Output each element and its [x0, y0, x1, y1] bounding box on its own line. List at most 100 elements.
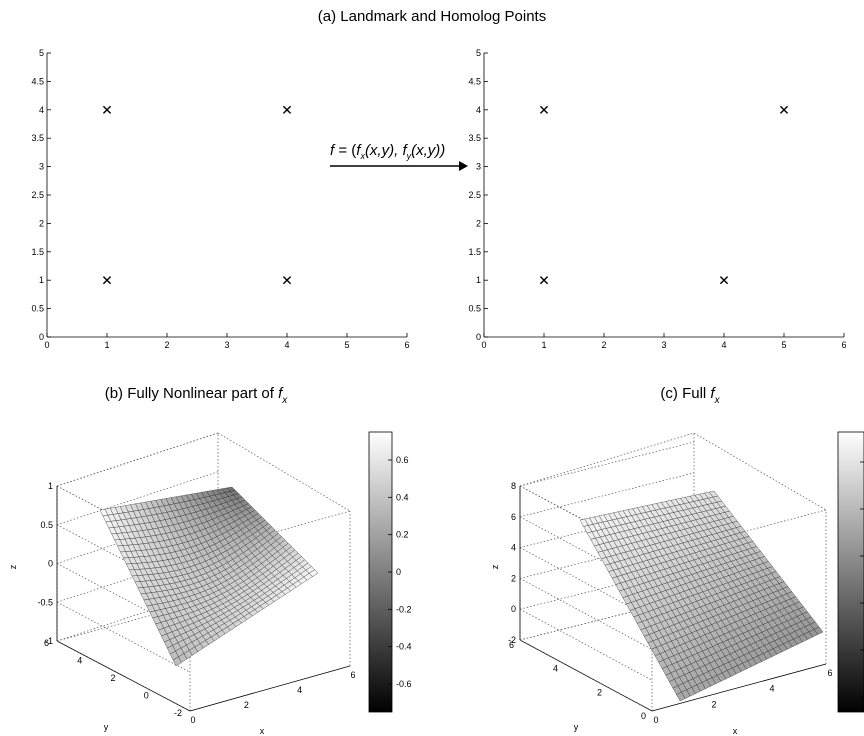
panel-c-ztick-label: 6: [511, 512, 516, 522]
panel-b-zlabel: z: [8, 564, 18, 569]
panel-a-left-xtick-label: 5: [344, 340, 349, 350]
title-a: (a) Landmark and Homolog Points: [318, 8, 546, 25]
title-c-sub: x: [714, 395, 721, 406]
panel-b-ztick-label: 1: [48, 481, 53, 491]
panel-a-left-ytick-label: 3.5: [31, 133, 44, 143]
panel-a-right-xtick-label: 0: [481, 340, 486, 350]
panel-b-x-axis: [189, 665, 351, 712]
mapping-eq: = (: [334, 142, 356, 159]
panel-a-right-point: [539, 105, 549, 114]
panel-a-left-xtick-label: 4: [284, 340, 289, 350]
panel-c-ylabel: y: [574, 722, 579, 732]
panel-a-left-ytick-label: 1: [39, 275, 44, 285]
mapping-f1: f: [356, 142, 362, 159]
panel-a-right-ytick-label: 4.5: [468, 76, 481, 86]
mapping-arrowhead: [459, 161, 468, 171]
panel-a-right-xtick-label: 5: [781, 340, 786, 350]
panel-a-right-point: [539, 276, 549, 285]
panel-a-right-ytick-label: 2.5: [468, 190, 481, 200]
panel-a-left-xtick-label: 6: [404, 340, 409, 350]
mapping-f: f: [330, 142, 336, 159]
panel-a-left-ytick-label: 0.5: [31, 304, 44, 314]
panel-b-colorbar-tick: 0.6: [396, 455, 409, 465]
panel-a-right-point: [779, 105, 789, 114]
panel-a-right-ytick-label: 2: [476, 218, 481, 228]
panel-b-ytick-label: -2: [174, 708, 182, 718]
panel-c-ytick-label: 2: [597, 687, 602, 697]
panel-b-xlabel: x: [260, 726, 265, 736]
title-b: (b) Fully Nonlinear part of fx: [105, 385, 289, 406]
panel-a-right-ytick-label: 0: [476, 332, 481, 342]
panel-c-ztick-label: 4: [511, 543, 516, 553]
panel-b-colorbar: 0.6 0.4 0.2 0 -0.2 -0.4 -0.6: [368, 431, 412, 713]
panel-c-zlabel: z: [490, 564, 500, 569]
title-b-var: f: [278, 385, 284, 402]
panel-a-right-xtick-label: 3: [661, 340, 666, 350]
panel-a-right-ytick-label: 4: [476, 105, 481, 115]
mapping-sub-y: y: [406, 151, 412, 161]
panel-c-ztick-label: -2: [508, 635, 516, 645]
panel-a-right-point: [719, 276, 729, 285]
panel-a-right-ytick-label: 1.5: [468, 247, 481, 257]
panel-a-right-xtick-label: 2: [601, 340, 606, 350]
panel-a-left: 0 1 2 3 4 5 6 0 0.5 1 1.5 2 2.5 3 3.5 4 4.5 5: [31, 48, 409, 350]
panel-a-right-xtick-label: 6: [841, 340, 846, 350]
panel-c-ztick-label: 0: [511, 604, 516, 614]
panel-c-xtick-label: 0: [653, 715, 658, 725]
panel-a-left-ytick-label: 1.5: [31, 247, 44, 257]
panel-a-left-xtick-label: 3: [224, 340, 229, 350]
panel-c-ztick-label: 2: [511, 573, 516, 583]
panel-b-ytick-label: 0: [144, 691, 149, 701]
panel-a-left-ytick-label: 2: [39, 218, 44, 228]
panel-b-colorbar-tick: -0.2: [396, 604, 412, 614]
panel-b-box: -1 -0.5 0 0.5 1 -2 0 2 4 6 0 2 4 6 z y x: [8, 432, 356, 736]
title-c-text: (c) Full: [660, 385, 710, 402]
panel-c-xlabel: x: [733, 726, 738, 736]
panel-b-xtick-label: 2: [244, 700, 249, 710]
panel-b-ztick-label: 0: [48, 559, 53, 569]
panel-a-left-ytick-label: 4: [39, 105, 44, 115]
panel-a-right-ytick-label: 1: [476, 275, 481, 285]
panel-a-right-ytick-label: 5: [476, 48, 481, 58]
panel-c-xtick-label: 2: [711, 699, 716, 709]
panel-a-left-xtick-label: 0: [44, 340, 49, 350]
panel-c-surface: [579, 490, 824, 702]
panel-a-left-point: [102, 105, 112, 114]
panel-a-left-ytick-label: 5: [39, 48, 44, 58]
panel-a-left-xtick-label: 2: [164, 340, 169, 350]
panel-c-xtick-label: 4: [769, 684, 774, 694]
panel-a-right-xtick-label: 4: [721, 340, 726, 350]
panel-a-left-xtick-label: 1: [104, 340, 109, 350]
mapping-f2: f: [402, 142, 408, 159]
panel-c-x-axis: [651, 663, 827, 712]
panel-a-right: 0 1 2 3 4 5 6 0 0.5 1 1.5 2 2.5 3 3.5 4 4.5 5: [468, 48, 846, 350]
mapping-args-1: (x,y),: [365, 142, 403, 159]
panel-a-right-ytick-label: 3: [476, 162, 481, 172]
panel-c-ytick-label: 6: [509, 640, 514, 650]
panel-c-ztick-label: 8: [511, 481, 516, 491]
title-c-var: f: [710, 385, 716, 402]
panel-b-colorbar-tick: -0.4: [396, 642, 412, 652]
panel-b-ztick-label: 0.5: [40, 520, 53, 530]
panel-b-ytick-label: 6: [44, 638, 49, 648]
mapping-label: f = (fx(x,y), fy(x,y)): [330, 142, 445, 161]
panel-a-left-ytick-label: 3: [39, 162, 44, 172]
mapping-sub-x: x: [359, 151, 365, 161]
panel-b-ylabel: y: [104, 722, 109, 732]
panel-a-left-point: [102, 276, 112, 285]
panel-b-ztick-label: -1: [45, 636, 53, 646]
panel-c-colorbar: [837, 431, 864, 713]
panel-c-ytick-label: 4: [553, 664, 558, 674]
panel-b-ytick-label: 4: [77, 656, 82, 666]
mapping-args-2: (x,y)): [411, 142, 445, 159]
panel-a-left-point: [282, 105, 292, 114]
panel-a-left-ytick-label: 2.5: [31, 190, 44, 200]
panel-a-left-ytick-label: 0: [39, 332, 44, 342]
title-b-text: (b) Fully Nonlinear part of: [105, 385, 278, 402]
panel-b-colorbar-tick: 0.2: [396, 530, 409, 540]
panel-a-left-ytick-label: 4.5: [31, 76, 44, 86]
panel-b-ytick-label: 2: [110, 673, 115, 683]
panel-b-surface: [99, 486, 319, 667]
panel-c-ytick-label: 0: [641, 711, 646, 721]
